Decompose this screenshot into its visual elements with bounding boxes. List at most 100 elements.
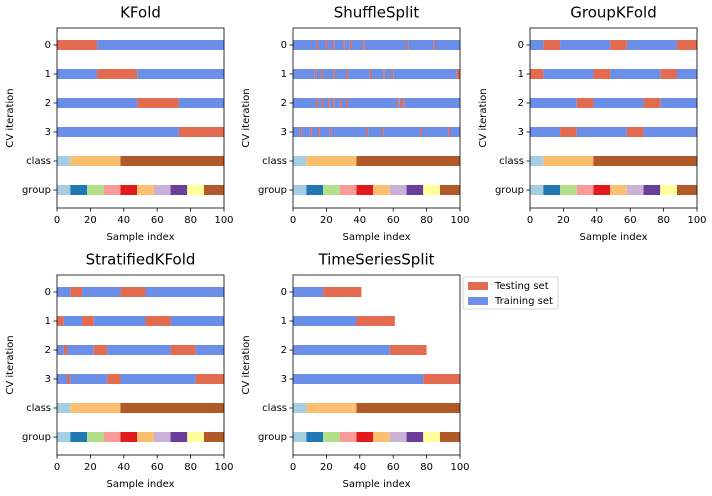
- split-segment: [57, 98, 138, 108]
- split-segment: [63, 316, 83, 326]
- x-tick-label: 20: [84, 462, 97, 473]
- y-axis-label: CV iteration: [241, 335, 252, 394]
- split-segment: [323, 69, 334, 79]
- x-tick-label: 80: [184, 462, 197, 473]
- split-segment: [406, 40, 409, 50]
- split-segment: [70, 374, 108, 384]
- split-segment: [456, 69, 460, 79]
- y-axis-label: CV iteration: [5, 88, 16, 147]
- split-segment: [329, 98, 334, 108]
- y-tick-label: 0: [45, 40, 51, 51]
- group-segment: [306, 185, 324, 195]
- split-segment: [328, 98, 330, 108]
- split-segment: [593, 98, 644, 108]
- group-segment: [323, 185, 340, 195]
- split-segment: [333, 40, 335, 50]
- class-segment: [306, 156, 357, 166]
- split-segment: [334, 40, 344, 50]
- group-segment: [187, 185, 204, 195]
- group-segment: [170, 185, 188, 195]
- split-segment: [107, 345, 171, 355]
- y-tick-label: 1: [45, 69, 51, 80]
- split-segment: [70, 287, 83, 297]
- split-segment: [82, 287, 121, 297]
- group-segment: [373, 185, 390, 195]
- y-tick-label: 3: [45, 127, 51, 138]
- split-segment: [170, 316, 224, 326]
- class-segment: [306, 403, 357, 413]
- group-segment: [57, 432, 71, 442]
- y-tick-label: 2: [45, 98, 51, 109]
- title: KFold: [120, 4, 161, 22]
- split-segment: [610, 69, 661, 79]
- y-tick-label: 0: [281, 40, 287, 51]
- y-tick-label: 1: [518, 69, 524, 80]
- group-segment: [293, 185, 307, 195]
- split-segment: [316, 98, 319, 108]
- group-segment: [203, 432, 224, 442]
- split-segment: [396, 98, 399, 108]
- group-segment: [70, 185, 88, 195]
- group-segment: [137, 185, 154, 195]
- split-segment: [403, 98, 405, 108]
- split-segment: [448, 127, 450, 137]
- split-segment: [364, 40, 407, 50]
- axes-frame: [292, 274, 461, 456]
- split-segment: [433, 40, 435, 50]
- split-segment: [381, 127, 384, 137]
- x-tick-label: 0: [54, 215, 60, 226]
- split-segment: [366, 127, 369, 137]
- y-tick-label: group: [258, 185, 287, 196]
- x-tick-label: 20: [320, 215, 333, 226]
- y-tick-label: 0: [45, 287, 51, 298]
- class-segment: [120, 403, 224, 413]
- split-segment: [321, 69, 324, 79]
- group-segment: [576, 185, 594, 195]
- group-segment: [170, 432, 188, 442]
- y-tick-label: 3: [281, 127, 287, 138]
- x-tick-label: 0: [54, 462, 60, 473]
- group-segment: [120, 432, 138, 442]
- x-tick-label: 80: [420, 215, 433, 226]
- split-segment: [329, 127, 332, 137]
- split-segment: [530, 40, 544, 50]
- axes-frame: [292, 27, 461, 209]
- legend-label: Testing set: [494, 281, 549, 292]
- split-segment: [369, 69, 372, 79]
- split-segment: [145, 287, 224, 297]
- split-segment: [326, 40, 329, 50]
- y-axis-label: CV iteration: [241, 88, 252, 147]
- split-segment: [137, 69, 224, 79]
- group-segment: [120, 185, 138, 195]
- group-segment: [530, 185, 544, 195]
- group-segment: [87, 185, 104, 195]
- split-segment: [97, 40, 224, 50]
- group-segment: [423, 432, 440, 442]
- group-segment: [293, 432, 307, 442]
- split-segment: [170, 345, 196, 355]
- split-segment: [293, 127, 300, 137]
- x-tick-label: 40: [117, 215, 130, 226]
- y-tick-label: group: [22, 185, 51, 196]
- group-segment: [373, 432, 390, 442]
- y-axis-label: CV iteration: [5, 335, 16, 394]
- split-segment: [299, 127, 302, 137]
- group-segment: [306, 432, 324, 442]
- split-segment: [293, 98, 317, 108]
- split-segment: [314, 69, 317, 79]
- x-tick-label: 0: [527, 215, 533, 226]
- class-segment: [593, 156, 697, 166]
- group-segment: [356, 185, 374, 195]
- y-tick-label: class: [26, 156, 51, 167]
- class-segment: [70, 156, 121, 166]
- split-segment: [593, 69, 611, 79]
- group-segment: [676, 185, 697, 195]
- split-segment: [318, 98, 322, 108]
- x-tick-label: 40: [353, 215, 366, 226]
- split-segment: [318, 40, 327, 50]
- split-segment: [57, 40, 98, 50]
- group-segment: [610, 185, 627, 195]
- split-segment: [301, 127, 310, 137]
- x-tick-label: 60: [387, 462, 400, 473]
- split-segment: [293, 345, 390, 355]
